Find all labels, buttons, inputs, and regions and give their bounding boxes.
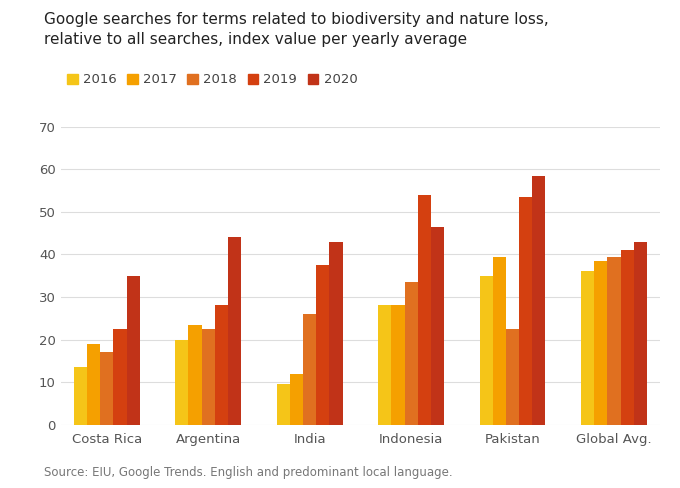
Bar — [87, 344, 100, 425]
Bar — [188, 325, 202, 425]
Bar — [418, 195, 431, 425]
Bar — [277, 384, 290, 425]
Bar — [634, 242, 647, 425]
Bar — [431, 227, 444, 425]
Legend: 2016, 2017, 2018, 2019, 2020: 2016, 2017, 2018, 2019, 2020 — [62, 68, 362, 92]
Bar — [581, 271, 594, 425]
Bar — [202, 329, 215, 425]
Bar — [532, 176, 545, 425]
Bar — [621, 250, 634, 425]
Bar — [74, 367, 87, 425]
Bar — [215, 305, 228, 425]
Bar — [175, 340, 188, 425]
Bar — [607, 257, 621, 425]
Bar — [405, 282, 418, 425]
Bar — [290, 373, 303, 425]
Bar — [594, 261, 607, 425]
Bar — [479, 276, 493, 425]
Bar — [391, 305, 405, 425]
Bar — [126, 276, 140, 425]
Bar — [506, 329, 519, 425]
Bar — [519, 197, 532, 425]
Bar — [114, 329, 126, 425]
Bar — [378, 305, 391, 425]
Bar — [330, 242, 343, 425]
Bar — [303, 314, 316, 425]
Bar — [493, 257, 506, 425]
Bar — [228, 238, 241, 425]
Text: relative to all searches, index value per yearly average: relative to all searches, index value pe… — [44, 32, 467, 47]
Bar — [316, 265, 330, 425]
Text: Google searches for terms related to biodiversity and nature loss,: Google searches for terms related to bio… — [44, 12, 549, 27]
Bar — [100, 352, 114, 425]
Text: Source: EIU, Google Trends. English and predominant local language.: Source: EIU, Google Trends. English and … — [44, 466, 453, 479]
